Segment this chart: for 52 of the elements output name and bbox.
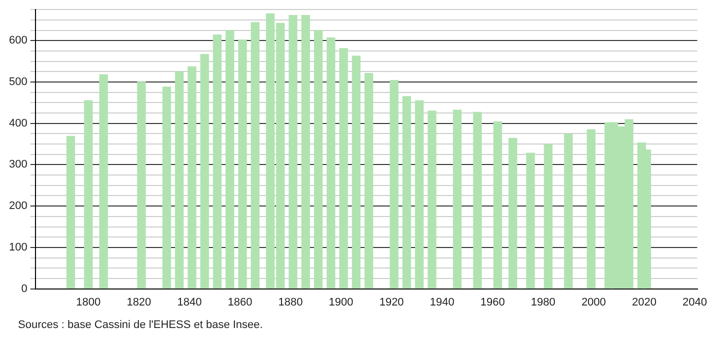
x-tick-label: 2020	[632, 296, 656, 308]
bar	[564, 134, 573, 289]
y-tick-label: 500	[8, 76, 28, 88]
bar	[326, 37, 336, 289]
bar	[493, 121, 502, 289]
x-tick-label: 2040	[682, 296, 707, 308]
y-tick-label: 600	[8, 34, 28, 47]
x-tick-label: 2000	[581, 296, 606, 308]
x-tick-label: 1920	[379, 296, 404, 308]
bar	[364, 72, 374, 289]
x-tick-label: 1880	[278, 296, 303, 308]
bar	[226, 30, 234, 289]
y-tick-label: 100	[8, 241, 28, 254]
bar	[544, 144, 553, 289]
bar	[452, 110, 462, 289]
bar	[66, 136, 76, 289]
bar	[288, 15, 298, 289]
bar	[508, 138, 518, 289]
bar	[473, 112, 482, 289]
bar	[175, 71, 184, 289]
bar	[390, 80, 398, 289]
x-tick-label: 1980	[530, 296, 556, 308]
bar	[238, 39, 247, 289]
bar	[526, 152, 535, 289]
x-tick-label: 1900	[328, 296, 354, 308]
y-tick-label: 400	[8, 117, 28, 130]
bar	[84, 100, 93, 289]
bar	[99, 74, 108, 289]
source-note: Sources : base Cassini de l'EHESS et base Insee.	[18, 319, 263, 331]
bar	[314, 30, 323, 289]
x-tick-label: 1860	[228, 296, 252, 308]
bar	[212, 34, 222, 289]
bar	[352, 56, 361, 289]
x-tick-label: 1800	[76, 296, 101, 308]
bar	[162, 86, 172, 289]
x-tick-label: 1940	[430, 296, 454, 308]
y-tick-label: 300	[8, 158, 28, 171]
bar	[402, 96, 412, 289]
x-tick-label: 1840	[177, 296, 202, 308]
x-tick-label: 1820	[126, 296, 152, 308]
bar	[188, 66, 196, 289]
bar	[428, 110, 436, 289]
bar	[200, 54, 209, 289]
bar	[415, 100, 424, 289]
y-tick-label: 200	[8, 200, 28, 212]
x-tick-label: 1960	[480, 296, 505, 308]
bar	[339, 48, 348, 289]
bar	[586, 129, 596, 289]
bar	[137, 82, 146, 289]
bar	[301, 15, 310, 289]
bar	[250, 22, 260, 289]
y-tick-label: 0	[21, 282, 28, 295]
